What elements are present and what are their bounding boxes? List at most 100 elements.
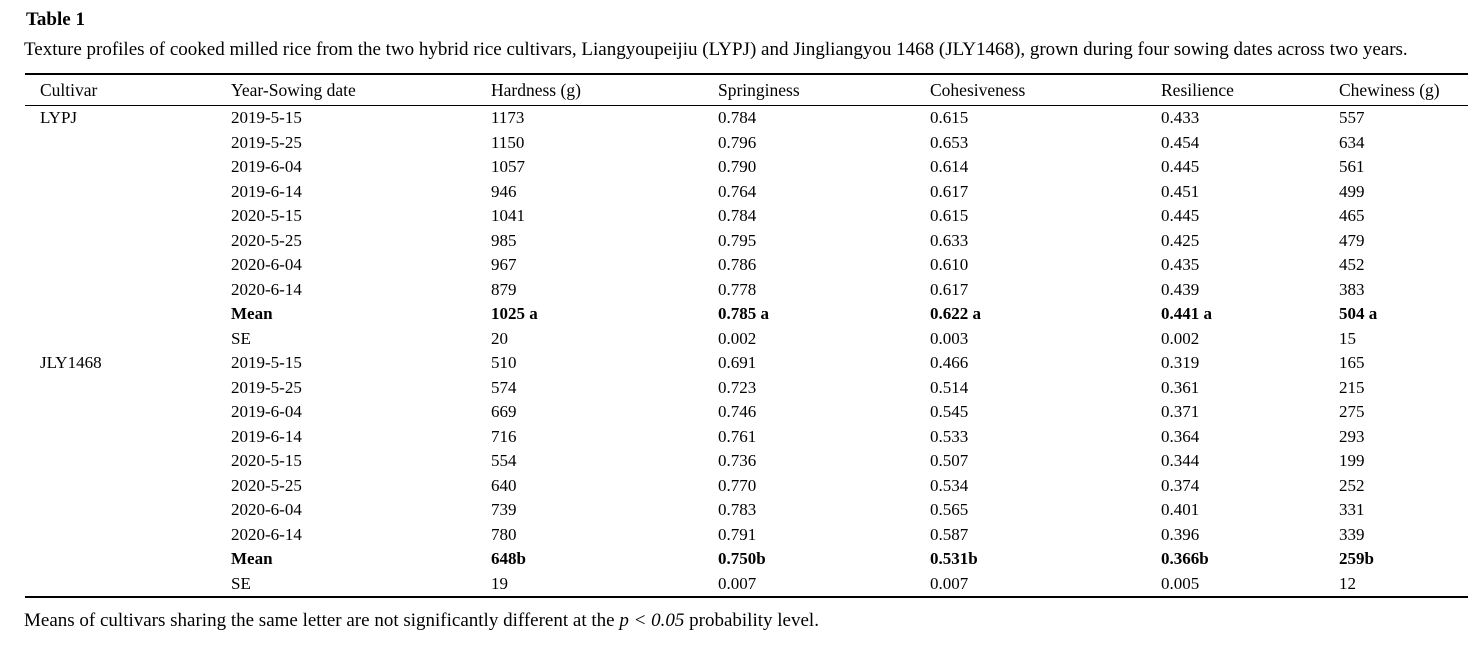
cell-chewiness-g: 465 bbox=[1339, 206, 1365, 226]
cell-springiness: 0.691 bbox=[718, 353, 757, 373]
column-header-chewiness-g: Chewiness (g) bbox=[1339, 74, 1468, 106]
table-title: Table 1 bbox=[26, 9, 85, 30]
table-header-row: Cultivar Year-Sowing date Hardness (g) Spri… bbox=[25, 74, 1468, 106]
cell-springiness: 0.784 bbox=[718, 206, 757, 226]
cell-cohesiveness: 0.614 bbox=[930, 157, 969, 177]
cell-hardness-g: 946 bbox=[491, 181, 517, 201]
table-row: 2019-6-04 1057 0.790 0.614 0.445 561 bbox=[25, 155, 1468, 180]
cell-cultivar bbox=[25, 400, 231, 425]
cell-resilience: 0.371 bbox=[1161, 402, 1200, 422]
cell-resilience: 0.361 bbox=[1161, 377, 1200, 397]
cell-chewiness-g: 479 bbox=[1339, 230, 1365, 250]
cell-resilience: 0.002 bbox=[1161, 328, 1200, 348]
cell-hardness-g: 19 bbox=[491, 573, 508, 593]
cell-cohesiveness: 0.507 bbox=[930, 451, 969, 471]
cell-cultivar bbox=[25, 204, 231, 229]
table-row: 2019-6-14 946 0.764 0.617 0.451 499 bbox=[25, 180, 1468, 205]
cell-cohesiveness: 0.514 bbox=[930, 377, 969, 397]
cell-hardness-g: 1150 bbox=[491, 132, 525, 152]
cell-cohesiveness: 0.610 bbox=[930, 255, 969, 275]
cell-resilience: 0.396 bbox=[1161, 524, 1200, 544]
cell-chewiness-g: 634 bbox=[1339, 132, 1365, 152]
cell-resilience: 0.454 bbox=[1161, 132, 1200, 152]
cell-springiness: 0.002 bbox=[718, 328, 757, 348]
cell-chewiness-g: 165 bbox=[1339, 353, 1365, 373]
cell-hardness-g: 716 bbox=[491, 426, 517, 446]
cell-springiness: 0.736 bbox=[718, 451, 757, 471]
cell-springiness: 0.791 bbox=[718, 524, 757, 544]
cell-chewiness-g: 504 a bbox=[1339, 304, 1378, 324]
cell-year-sowing-date: 2020-6-14 bbox=[231, 279, 302, 299]
cell-year-sowing-date: Mean bbox=[231, 549, 273, 569]
cell-cultivar bbox=[25, 327, 231, 352]
cell-resilience: 0.374 bbox=[1161, 475, 1200, 495]
cell-chewiness-g: 259b bbox=[1339, 549, 1374, 569]
cell-year-sowing-date: 2019-5-25 bbox=[231, 132, 302, 152]
cell-resilience: 0.401 bbox=[1161, 500, 1200, 520]
cell-year-sowing-date: 2019-5-25 bbox=[231, 377, 302, 397]
texture-profiles-table: Cultivar Year-Sowing date Hardness (g) Spri… bbox=[25, 73, 1468, 598]
table-row: 2019-6-14 716 0.761 0.533 0.364 293 bbox=[25, 425, 1468, 450]
cell-cultivar bbox=[25, 376, 231, 401]
cell-hardness-g: 640 bbox=[491, 475, 517, 495]
cell-springiness: 0.723 bbox=[718, 377, 757, 397]
cell-chewiness-g: 252 bbox=[1339, 475, 1365, 495]
cell-year-sowing-date: 2020-5-25 bbox=[231, 475, 302, 495]
cell-cohesiveness: 0.534 bbox=[930, 475, 969, 495]
cell-springiness: 0.746 bbox=[718, 402, 757, 422]
cell-cohesiveness: 0.466 bbox=[930, 353, 969, 373]
cell-cohesiveness: 0.615 bbox=[930, 108, 969, 128]
cell-cultivar bbox=[25, 523, 231, 548]
cell-resilience: 0.435 bbox=[1161, 255, 1200, 275]
cell-resilience: 0.425 bbox=[1161, 230, 1200, 250]
table-row: 2020-5-25 985 0.795 0.633 0.425 479 bbox=[25, 229, 1468, 254]
table-row: 2020-5-25 640 0.770 0.534 0.374 252 bbox=[25, 474, 1468, 499]
table-row: 2019-5-25 1150 0.796 0.653 0.454 634 bbox=[25, 131, 1468, 156]
cell-hardness-g: 780 bbox=[491, 524, 517, 544]
cell-chewiness-g: 499 bbox=[1339, 181, 1365, 201]
cell-cohesiveness: 0.615 bbox=[930, 206, 969, 226]
cell-hardness-g: 1041 bbox=[491, 206, 525, 226]
cell-chewiness-g: 561 bbox=[1339, 157, 1365, 177]
cell-cultivar: JLY1468 bbox=[40, 353, 102, 373]
cell-chewiness-g: 331 bbox=[1339, 500, 1365, 520]
cell-resilience: 0.366b bbox=[1161, 549, 1209, 569]
cell-year-sowing-date: 2020-5-25 bbox=[231, 230, 302, 250]
cell-chewiness-g: 199 bbox=[1339, 451, 1365, 471]
cell-year-sowing-date: 2019-6-04 bbox=[231, 157, 302, 177]
cell-cohesiveness: 0.653 bbox=[930, 132, 969, 152]
cell-cultivar bbox=[25, 278, 231, 303]
cell-cohesiveness: 0.617 bbox=[930, 279, 969, 299]
cell-cultivar bbox=[25, 572, 231, 598]
cell-cohesiveness: 0.545 bbox=[930, 402, 969, 422]
cell-resilience: 0.451 bbox=[1161, 181, 1200, 201]
cell-cohesiveness: 0.003 bbox=[930, 328, 969, 348]
table-row: 2020-5-15 1041 0.784 0.615 0.445 465 bbox=[25, 204, 1468, 229]
table-row: 2020-6-04 739 0.783 0.565 0.401 331 bbox=[25, 498, 1468, 523]
table-row: 2020-6-04 967 0.786 0.610 0.435 452 bbox=[25, 253, 1468, 278]
table-caption: Texture profiles of cooked milled rice f… bbox=[24, 39, 1408, 60]
footnote-text: Means of cultivars sharing the same lett… bbox=[24, 610, 620, 631]
cell-year-sowing-date: SE bbox=[231, 573, 251, 593]
cell-resilience: 0.439 bbox=[1161, 279, 1200, 299]
cell-cohesiveness: 0.587 bbox=[930, 524, 969, 544]
cell-year-sowing-date: 2020-6-14 bbox=[231, 524, 302, 544]
table-row: 2019-5-25 574 0.723 0.514 0.361 215 bbox=[25, 376, 1468, 401]
column-header-year-sowing-date: Year-Sowing date bbox=[231, 74, 491, 106]
column-header-cultivar: Cultivar bbox=[25, 74, 231, 106]
cell-cohesiveness: 0.633 bbox=[930, 230, 969, 250]
cell-chewiness-g: 275 bbox=[1339, 402, 1365, 422]
cell-year-sowing-date: 2020-5-15 bbox=[231, 206, 302, 226]
cell-chewiness-g: 383 bbox=[1339, 279, 1365, 299]
table-row: SE 20 0.002 0.003 0.002 15 bbox=[25, 327, 1468, 352]
cell-chewiness-g: 15 bbox=[1339, 328, 1356, 348]
cell-chewiness-g: 293 bbox=[1339, 426, 1365, 446]
column-header-cohesiveness: Cohesiveness bbox=[930, 74, 1161, 106]
cell-cultivar bbox=[25, 449, 231, 474]
cell-springiness: 0.783 bbox=[718, 500, 757, 520]
cell-springiness: 0.796 bbox=[718, 132, 757, 152]
cell-springiness: 0.750b bbox=[718, 549, 766, 569]
cell-resilience: 0.319 bbox=[1161, 353, 1200, 373]
table-row: 2020-6-14 879 0.778 0.617 0.439 383 bbox=[25, 278, 1468, 303]
